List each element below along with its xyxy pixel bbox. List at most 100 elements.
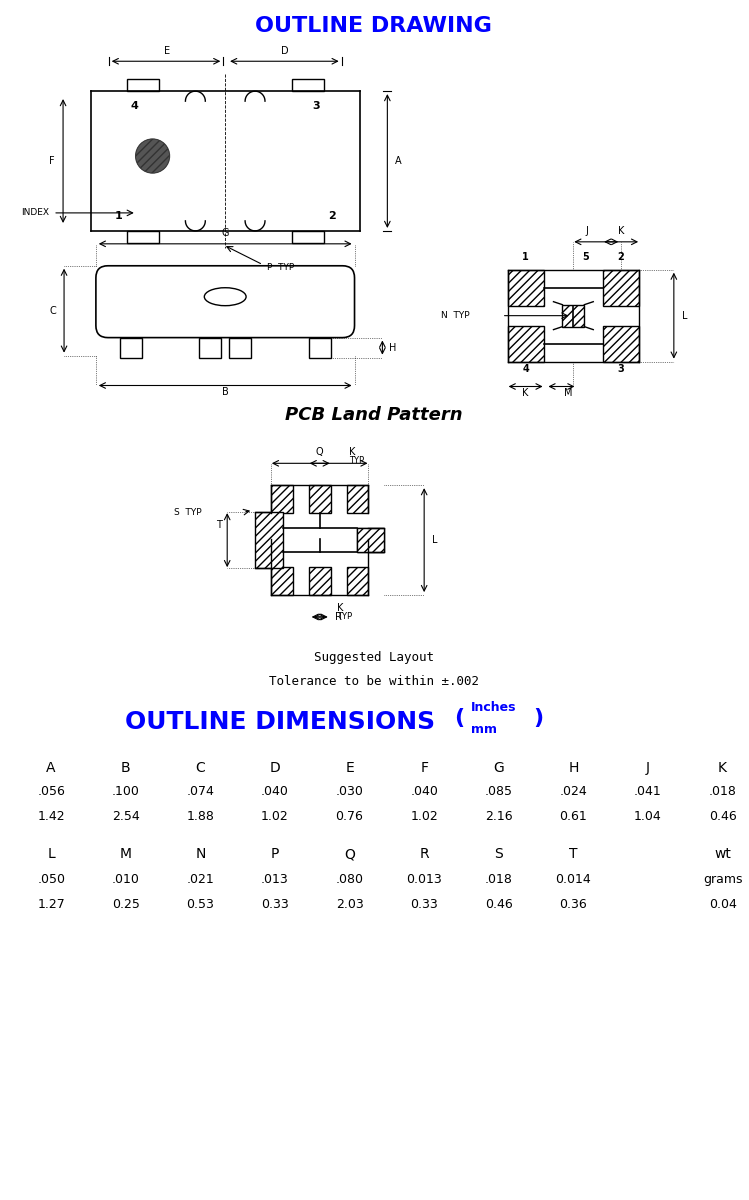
Text: PCB Land Pattern: PCB Land Pattern: [285, 407, 463, 425]
Text: E: E: [345, 761, 354, 775]
Text: (: (: [454, 708, 464, 727]
Text: .040: .040: [410, 785, 438, 798]
Text: 0.04: 0.04: [709, 898, 736, 911]
Text: Suggested Layout: Suggested Layout: [314, 652, 434, 665]
Text: S  TYP: S TYP: [174, 508, 201, 517]
Text: 1: 1: [115, 211, 123, 221]
Text: INDEX: INDEX: [21, 209, 49, 217]
Bar: [127, 79, 159, 91]
Text: TYP: TYP: [348, 456, 364, 466]
Text: L: L: [432, 535, 437, 545]
Text: 3: 3: [312, 101, 320, 112]
Text: L: L: [682, 311, 688, 320]
Text: .030: .030: [336, 785, 363, 798]
Text: N  TYP: N TYP: [441, 311, 470, 320]
Bar: [347, 485, 369, 514]
Text: Q: Q: [344, 847, 355, 862]
Text: 0.013: 0.013: [406, 872, 442, 886]
Text: .074: .074: [187, 785, 214, 798]
Bar: [309, 485, 330, 514]
Text: H: H: [568, 761, 578, 775]
Text: G: G: [222, 228, 229, 238]
Bar: [271, 485, 293, 514]
Ellipse shape: [204, 288, 246, 306]
Text: 4: 4: [522, 364, 529, 373]
Text: 2: 2: [328, 211, 336, 221]
Text: 1.02: 1.02: [261, 810, 289, 823]
Text: 2: 2: [618, 252, 625, 262]
Bar: [603, 270, 639, 306]
Text: 0.76: 0.76: [336, 810, 363, 823]
Text: 0.25: 0.25: [112, 898, 139, 911]
Text: 0.33: 0.33: [261, 898, 289, 911]
Text: .018: .018: [485, 872, 513, 886]
Text: grams: grams: [703, 872, 742, 886]
Text: J: J: [646, 761, 650, 775]
Text: A: A: [46, 761, 56, 775]
Text: Inches: Inches: [471, 701, 516, 714]
Text: N: N: [195, 847, 205, 862]
Circle shape: [136, 139, 169, 173]
Bar: [562, 305, 584, 326]
Text: 1.02: 1.02: [410, 810, 438, 823]
Text: K: K: [523, 389, 529, 398]
Text: P: P: [270, 847, 279, 862]
Bar: [292, 230, 324, 242]
Bar: [271, 568, 293, 595]
Text: 4: 4: [131, 101, 139, 112]
Text: M: M: [120, 847, 132, 862]
Bar: [199, 337, 221, 358]
Bar: [603, 325, 639, 361]
Text: .100: .100: [112, 785, 139, 798]
Text: .056: .056: [37, 785, 65, 798]
Text: .050: .050: [37, 872, 65, 886]
Text: 1.42: 1.42: [37, 810, 65, 823]
Text: .041: .041: [634, 785, 662, 798]
Text: P  TYP: P TYP: [267, 263, 294, 272]
Text: K: K: [336, 602, 343, 613]
Text: .010: .010: [112, 872, 139, 886]
Text: M: M: [564, 389, 573, 398]
Text: K: K: [718, 761, 727, 775]
Text: 0.014: 0.014: [556, 872, 591, 886]
Text: 1: 1: [522, 252, 529, 262]
Text: 0.46: 0.46: [709, 810, 736, 823]
Text: OUTLINE DRAWING: OUTLINE DRAWING: [255, 17, 492, 36]
Text: D: D: [281, 47, 288, 56]
Text: ): ): [533, 708, 544, 727]
Text: Q: Q: [316, 448, 324, 457]
Text: 1.27: 1.27: [37, 898, 65, 911]
Text: S: S: [494, 847, 503, 862]
Text: 2.03: 2.03: [336, 898, 363, 911]
Text: Tolerance to be within ±.002: Tolerance to be within ±.002: [269, 676, 479, 689]
Text: E: E: [164, 47, 170, 56]
FancyBboxPatch shape: [96, 265, 354, 337]
Bar: [127, 230, 159, 242]
Text: F: F: [49, 156, 55, 166]
Text: T: T: [569, 847, 577, 862]
Text: J: J: [586, 226, 589, 236]
Text: OUTLINE DIMENSIONS: OUTLINE DIMENSIONS: [125, 709, 435, 733]
Bar: [508, 325, 544, 361]
Text: 0.46: 0.46: [485, 898, 512, 911]
Bar: [357, 528, 384, 552]
Text: 2.16: 2.16: [485, 810, 512, 823]
Text: wt: wt: [714, 847, 731, 862]
Text: 5: 5: [582, 252, 589, 262]
Text: .018: .018: [709, 785, 736, 798]
Text: .085: .085: [485, 785, 513, 798]
Text: .021: .021: [187, 872, 214, 886]
Bar: [309, 568, 330, 595]
Text: .024: .024: [560, 785, 587, 798]
Text: K: K: [348, 448, 355, 457]
Text: G: G: [494, 761, 504, 775]
Bar: [120, 337, 142, 358]
Text: R: R: [335, 612, 342, 622]
Text: F: F: [420, 761, 428, 775]
Text: mm: mm: [471, 724, 497, 736]
Text: 3: 3: [618, 364, 625, 373]
Bar: [508, 270, 544, 306]
Text: 0.33: 0.33: [410, 898, 438, 911]
Text: C: C: [195, 761, 205, 775]
Text: .080: .080: [336, 872, 363, 886]
